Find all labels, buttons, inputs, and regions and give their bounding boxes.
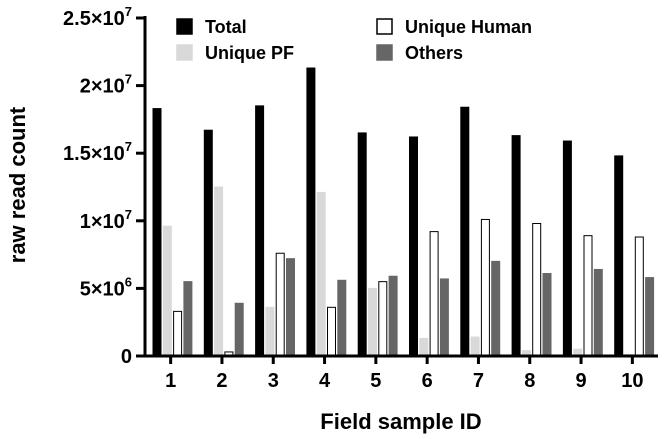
bar-unique-human-5 [378, 281, 388, 357]
y-tick-label-5000000: 5×106 [80, 274, 132, 300]
bar-total-9 [562, 140, 572, 357]
bar-unique-pf-7 [470, 336, 480, 357]
bar-unique-pf-3 [265, 306, 275, 357]
x-tick-label-5: 5 [370, 370, 381, 392]
bar-total-5 [357, 132, 367, 357]
bar-total-8 [511, 135, 521, 357]
y-tick-label-0: 0 [121, 346, 132, 368]
bar-unique-pf-5 [368, 287, 377, 357]
bar-total-7 [460, 106, 470, 357]
y-tick-label-25000000: 2.5×107 [63, 4, 132, 30]
bar-total-2 [203, 129, 213, 357]
x-tick-label-2: 2 [216, 370, 227, 392]
bar-unique-pf-6 [419, 337, 429, 357]
x-tick-label-1: 1 [165, 370, 176, 392]
bar-unique-pf-4 [316, 191, 326, 357]
bar-total-6 [409, 136, 418, 357]
y-tick-label-20000000: 2×107 [80, 72, 132, 98]
bar-others-4 [337, 279, 347, 357]
x-axis-title: Field sample ID [320, 409, 481, 434]
bar-others-1 [183, 281, 193, 357]
bar-unique-human-3 [275, 252, 285, 357]
bar-total-10 [614, 155, 624, 357]
bar-others-6 [439, 278, 449, 357]
bar-unique-pf-1 [162, 225, 172, 357]
bar-unique-pf-2 [214, 186, 224, 357]
bar-unique-human-10 [634, 236, 644, 357]
bar-others-2 [234, 302, 244, 357]
y-tick-label-15000000: 1.5×107 [63, 139, 132, 165]
legend-swatch-total [176, 18, 193, 35]
bar-others-7 [491, 260, 501, 357]
bar-unique-human-4 [327, 306, 336, 357]
bar-others-3 [286, 258, 295, 357]
bar-others-5 [388, 275, 398, 357]
bar-total-4 [306, 67, 316, 357]
legend-label-unique-pf: Unique PF [205, 43, 294, 63]
bar-total-1 [152, 108, 162, 357]
bar-others-10 [645, 277, 655, 357]
x-tick-label-10: 10 [621, 370, 643, 392]
bar-total-3 [255, 105, 265, 357]
x-tick-label-3: 3 [268, 370, 279, 392]
legend-label-total: Total [205, 17, 247, 37]
x-tick-label-7: 7 [473, 370, 484, 392]
y-axis-title: raw read count [5, 106, 30, 263]
legend: Total Unique PF Unique Human Others [176, 17, 532, 63]
bars-layer [152, 67, 655, 357]
y-tick-label-10000000: 1×107 [80, 207, 132, 233]
bar-others-8 [542, 273, 552, 357]
legend-label-unique-human: Unique Human [405, 17, 532, 37]
legend-label-others: Others [405, 43, 463, 63]
axes-layer: 0 5×106 1×107 1.5×107 2×107 2.5×107 1 2 3 4 5 6 7 8 9 1… [63, 4, 658, 392]
bar-unique-human-8 [532, 223, 542, 357]
x-tick-label-9: 9 [575, 370, 586, 392]
legend-swatch-others [376, 44, 393, 61]
x-tick-label-6: 6 [422, 370, 433, 392]
legend-swatch-unique-human [376, 18, 393, 35]
bar-unique-human-7 [480, 218, 490, 357]
bar-unique-human-6 [429, 231, 439, 357]
x-tick-label-4: 4 [319, 370, 331, 392]
x-tick-label-8: 8 [524, 370, 535, 392]
bar-unique-human-1 [173, 310, 183, 357]
legend-swatch-unique-pf [176, 44, 193, 61]
bar-unique-human-9 [583, 235, 593, 357]
bar-others-9 [593, 268, 603, 357]
